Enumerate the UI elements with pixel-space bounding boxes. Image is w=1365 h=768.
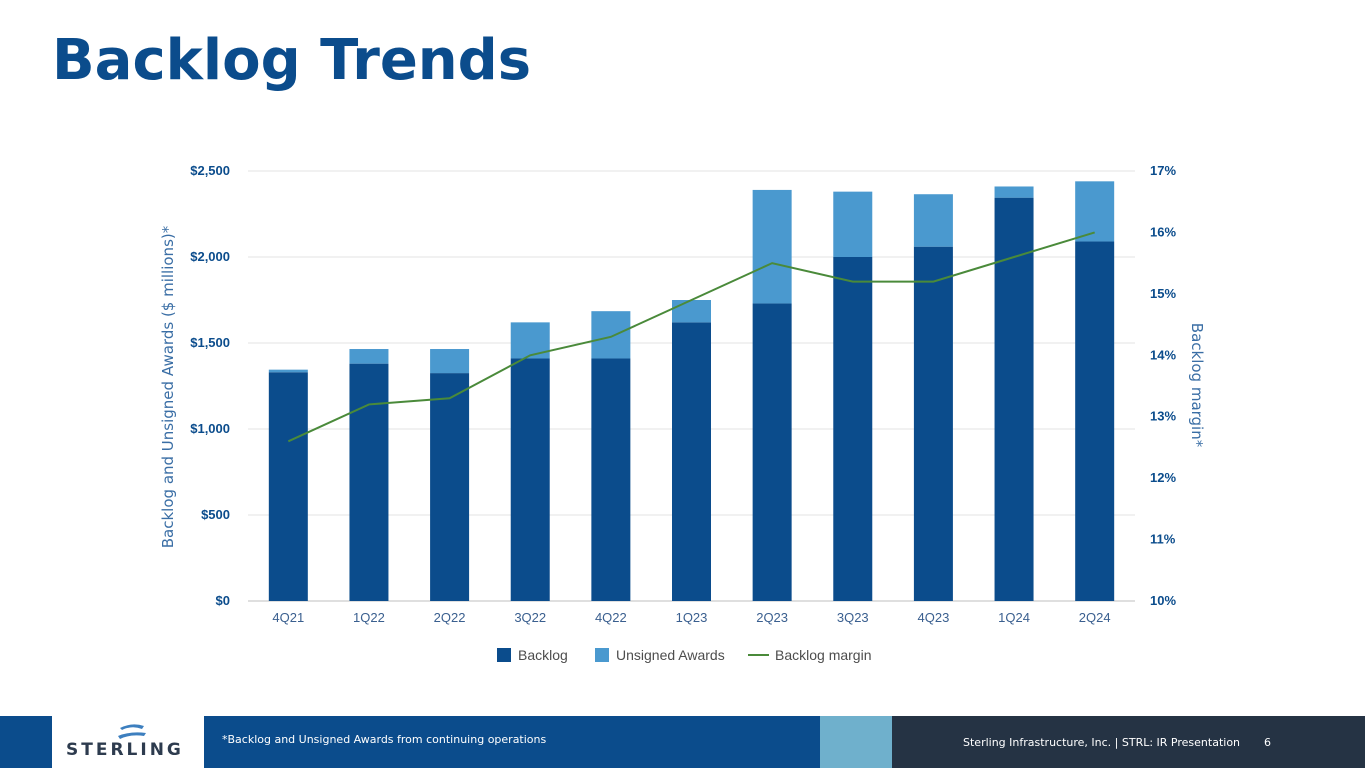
bar-backlog [1075,241,1115,601]
bars [268,181,1115,601]
backlog-chart: $0 $500 $1,000 $1,500 $2,000 $2,500 10% 11% 12% 1… [159,163,1206,663]
axes: $0 $500 $1,000 $1,500 $2,000 $2,500 10% 11% 12% 1… [159,163,1206,625]
y-right-axis-title: Backlog margin* [1188,323,1206,448]
legend-label-backlog-margin: Backlog margin [775,647,872,663]
bar-backlog [268,372,308,601]
y-right-tick-label: 14% [1150,347,1176,362]
y-left-tick-label: $2,500 [190,163,230,178]
x-tick-label: 4Q23 [918,610,950,625]
bar-backlog [510,358,550,601]
bar-unsigned-awards [349,349,389,364]
bar-unsigned-awards [430,349,470,374]
y-left-tick-label: $500 [201,507,230,522]
x-tick-label: 2Q24 [1079,610,1111,625]
bar-backlog [672,322,711,601]
footer: STERLING *Backlog and Unsigned Awards fr… [0,716,1365,768]
bar-backlog [833,257,873,601]
margin-line [287,231,1095,443]
bar-backlog [349,363,389,601]
bar-unsigned-awards [913,194,953,247]
y-right-tick-label: 11% [1150,532,1176,547]
bar-unsigned-awards [268,369,308,373]
logo-text: STERLING [66,740,184,760]
x-tick-label: 1Q23 [676,610,708,625]
footer-dark-band [892,716,1365,768]
x-tick-label: 2Q22 [434,610,466,625]
x-tick-label: 4Q22 [595,610,627,625]
bar-unsigned-awards [591,311,631,359]
footer-accent [820,716,892,768]
y-right-tick-label: 13% [1150,409,1176,424]
y-right-tick-label: 15% [1150,286,1176,301]
bar-unsigned-awards [1075,181,1115,242]
y-left-tick-label: $1,000 [190,421,230,436]
legend: Backlog Unsigned Awards Backlog margin [497,647,872,663]
y-left-tick-label: $0 [216,593,230,608]
y-right-tick-label: 10% [1150,593,1176,608]
y-right-tick-label: 16% [1150,224,1176,239]
legend-label-backlog: Backlog [518,647,568,663]
bar-unsigned-awards [994,186,1034,198]
page-title: Backlog Trends [52,28,532,93]
company-label: Sterling Infrastructure, Inc. | STRL: IR… [963,736,1241,749]
bar-backlog [994,197,1034,601]
bar-backlog [591,358,631,601]
x-tick-label: 2Q23 [756,610,788,625]
y-right-tick-label: 17% [1150,163,1176,178]
sterling-swoosh-icon [118,724,146,739]
footnote: *Backlog and Unsigned Awards from contin… [222,733,547,746]
x-tick-label: 1Q24 [998,610,1030,625]
y-left-axis-title: Backlog and Unsigned Awards ($ millions)… [159,225,177,548]
legend-swatch-backlog [497,648,511,662]
bar-unsigned-awards [833,191,873,257]
bar-backlog [752,303,792,601]
bar-backlog [913,246,953,601]
legend-label-unsigned-awards: Unsigned Awards [616,647,725,663]
y-right-tick-label: 12% [1150,470,1176,485]
x-tick-label: 1Q22 [353,610,385,625]
x-tick-label: 3Q22 [514,610,546,625]
logo: STERLING [52,716,204,768]
x-tick-label: 4Q21 [272,610,304,625]
bar-unsigned-awards [752,189,792,304]
legend-swatch-unsigned-awards [595,648,609,662]
bar-backlog [430,373,470,601]
page-number: 6 [1264,736,1271,749]
bar-unsigned-awards [672,300,711,323]
x-tick-label: 3Q23 [837,610,869,625]
y-left-tick-label: $2,000 [190,249,230,264]
y-left-tick-label: $1,500 [190,335,230,350]
